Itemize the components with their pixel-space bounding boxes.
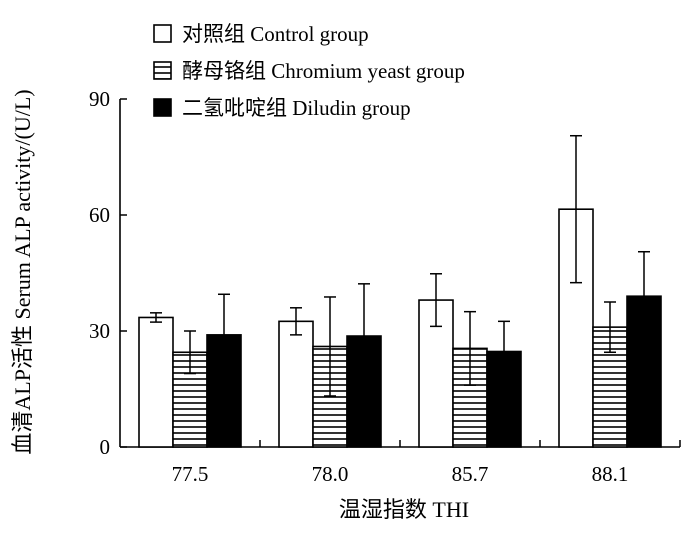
y-tick-label: 30 — [89, 319, 110, 343]
bars — [138, 134, 662, 448]
y-tick-label: 90 — [89, 87, 110, 111]
bar-control — [138, 316, 174, 448]
legend: 对照组 Control group 酵母铬组 Chromium yeast gro… — [153, 22, 465, 120]
legend-label: 二氢吡啶组 Diludin group — [182, 96, 411, 120]
x-tick-label: 78.0 — [312, 462, 349, 486]
y-tick-label: 0 — [100, 435, 111, 459]
axes: 0 30 60 90 77.5 78.0 85.7 88.1 — [89, 87, 681, 486]
y-axis-title: 血清ALP活性 Serum ALP activity/(U/L) — [10, 89, 35, 454]
legend-label: 酵母铬组 Chromium yeast group — [182, 59, 465, 83]
x-axis-title: 温湿指数 THI — [339, 497, 469, 522]
x-tick-label: 88.1 — [592, 462, 629, 486]
legend-swatch — [153, 24, 172, 43]
x-tick-label: 85.7 — [452, 462, 489, 486]
legend-swatch — [153, 61, 172, 80]
x-tick-label: 77.5 — [172, 462, 209, 486]
y-tick-label: 60 — [89, 203, 110, 227]
legend-swatch — [153, 98, 172, 117]
legend-label: 对照组 Control group — [182, 22, 369, 46]
bar-control — [278, 320, 314, 448]
